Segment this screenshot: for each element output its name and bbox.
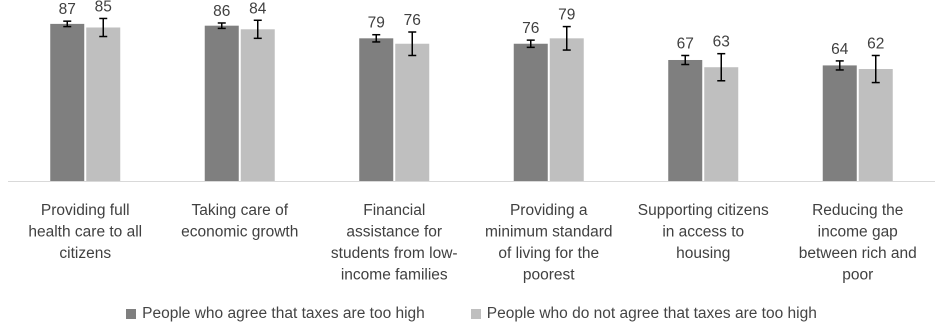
legend-label-agree: People who agree that taxes are too high <box>142 305 425 322</box>
data-label: 87 <box>59 1 76 18</box>
category-label: between rich and <box>799 245 917 262</box>
data-label: 64 <box>831 41 849 58</box>
category-label: housing <box>676 245 730 262</box>
bar-agree <box>359 38 394 181</box>
data-label: 63 <box>713 34 730 51</box>
category-label: Providing full <box>41 202 130 219</box>
bar-disagree <box>86 27 121 181</box>
bar-disagree <box>858 69 893 181</box>
data-label: 76 <box>404 12 421 29</box>
category-label: assistance for <box>346 224 442 241</box>
bar-agree <box>204 25 239 181</box>
bar-agree <box>513 43 548 181</box>
data-label: 79 <box>368 15 385 32</box>
category-label: citizens <box>59 245 111 262</box>
bar-disagree <box>549 38 584 181</box>
data-label: 84 <box>249 0 267 17</box>
data-label: 67 <box>677 35 694 52</box>
category-label: in access to <box>662 224 744 241</box>
category-label: minimum standard <box>485 224 613 241</box>
chart-legend: People who agree that taxes are too high… <box>0 303 943 325</box>
category-label: Reducing the <box>812 202 903 219</box>
category-label: poorest <box>523 267 575 284</box>
bar-agree <box>50 23 85 181</box>
bar-disagree <box>240 29 275 181</box>
data-label: 62 <box>867 35 884 52</box>
data-label: 79 <box>558 7 575 24</box>
bar-agree <box>668 59 703 181</box>
legend-item-agree[interactable]: People who agree that taxes are too high <box>126 305 425 323</box>
data-label: 86 <box>213 3 230 20</box>
category-label: Financial <box>363 202 425 219</box>
category-label: of living for the <box>498 245 599 262</box>
bar-disagree <box>704 67 739 181</box>
category-label: poor <box>842 267 873 284</box>
category-label: students from low- <box>331 245 458 262</box>
bar-disagree <box>395 43 430 181</box>
category-label: Providing a <box>510 202 588 219</box>
legend-item-disagree[interactable]: People who do not agree that taxes are t… <box>470 305 817 323</box>
category-label: income gap <box>818 224 898 241</box>
category-label: economic growth <box>181 224 298 241</box>
data-label: 76 <box>522 20 539 37</box>
category-label: income families <box>341 267 448 284</box>
data-label: 85 <box>95 0 112 15</box>
legend-label-disagree: People who do not agree that taxes are t… <box>486 305 817 322</box>
category-label: Taking care of <box>192 202 289 219</box>
category-label: health care to all <box>28 224 142 241</box>
bar-agree <box>822 65 857 181</box>
category-label: Supporting citizens <box>638 202 769 219</box>
legend-swatch-agree <box>126 309 137 319</box>
legend-swatch-disagree <box>470 309 481 319</box>
chart-plot: 87 85 Providing full health care to all citi… <box>8 0 935 284</box>
